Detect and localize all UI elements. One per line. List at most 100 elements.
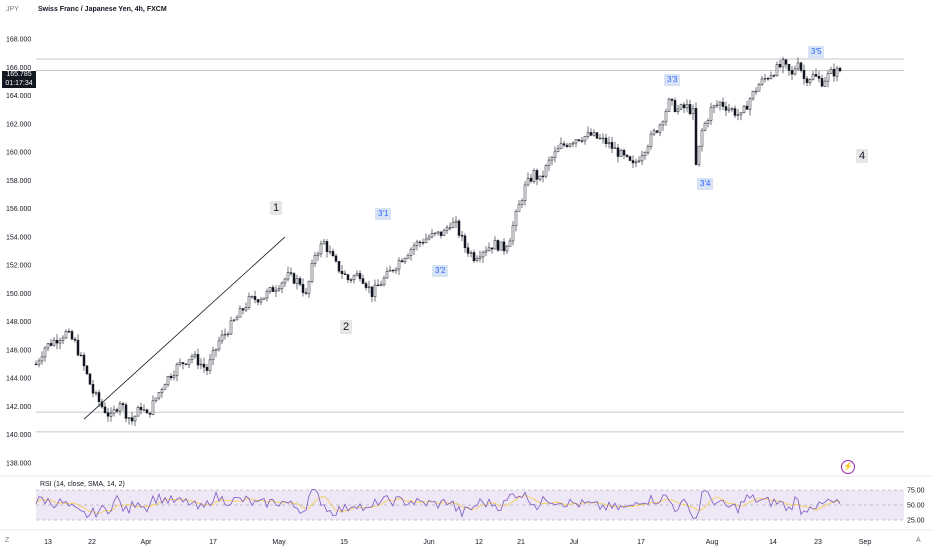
candle: [493, 240, 497, 250]
candle: [412, 245, 416, 250]
candle: [829, 69, 833, 74]
candle: [343, 273, 347, 275]
chart-title: Swiss Franc / Japanese Yen, 4h, FXCM: [38, 6, 167, 13]
candle: [40, 356, 44, 362]
candle: [283, 278, 287, 284]
candle: [820, 78, 824, 87]
x-tick-label: 15: [340, 539, 348, 546]
candle: [103, 406, 107, 414]
candle: [88, 373, 92, 385]
x-tick-label: 23: [814, 539, 822, 546]
candle: [688, 104, 692, 115]
candle: [553, 151, 557, 158]
candle: [697, 145, 701, 165]
candle: [484, 250, 488, 253]
candle: [682, 104, 686, 109]
x-tick-label: 21: [517, 539, 525, 546]
candle: [208, 359, 212, 371]
candle: [826, 73, 830, 82]
candle: [559, 143, 563, 149]
candle: [838, 67, 842, 72]
candle: [433, 232, 437, 235]
rsi-ma-line: [35, 494, 841, 514]
candle: [376, 284, 380, 287]
candle: [259, 299, 263, 303]
candle: [142, 409, 146, 411]
y-tick-label: 158.000: [6, 178, 31, 185]
candle: [592, 132, 596, 136]
candle: [817, 76, 821, 79]
candle: [511, 225, 515, 242]
candle: [49, 343, 53, 346]
candle: [793, 68, 797, 75]
candle: [73, 338, 77, 341]
candle: [394, 268, 398, 272]
candle: [460, 235, 464, 237]
candle: [622, 149, 626, 156]
candle: [37, 360, 41, 365]
candle: [286, 272, 290, 280]
candle: [274, 289, 278, 292]
candle: [91, 384, 95, 394]
candle: [589, 132, 593, 136]
candle: [619, 149, 623, 157]
candle: [604, 137, 608, 144]
candle: [322, 241, 326, 245]
lightning-icon[interactable]: ⚡: [841, 460, 855, 474]
rsi-level-label: 25.00: [907, 518, 925, 525]
candle: [328, 251, 332, 253]
candle: [229, 320, 233, 335]
candle: [568, 143, 572, 147]
candle: [94, 392, 98, 394]
candle: [157, 392, 161, 399]
y-tick-label: 160.000: [6, 150, 31, 157]
sub-wave-label-3-4: 3'4: [697, 178, 714, 190]
candle: [709, 107, 713, 121]
candle: [241, 308, 245, 311]
candle: [364, 283, 368, 288]
candle: [700, 129, 704, 147]
candle: [109, 412, 113, 417]
candle: [235, 316, 239, 321]
candle: [526, 177, 530, 186]
candle: [823, 80, 827, 87]
candle: [496, 240, 500, 251]
candle: [466, 247, 470, 254]
candle: [100, 401, 104, 408]
candle: [415, 241, 419, 247]
candle: [214, 348, 218, 351]
timezone-toggle[interactable]: Z: [5, 537, 10, 544]
auto-scale-toggle[interactable]: A: [916, 537, 921, 544]
candle: [64, 331, 68, 339]
candle: [739, 112, 743, 116]
trend-line[interactable]: [83, 236, 286, 420]
candle: [790, 70, 794, 75]
candle: [451, 221, 455, 228]
candle: [406, 255, 410, 259]
candle: [136, 406, 140, 417]
symbol-label: JPY: [6, 6, 19, 13]
candle: [664, 110, 668, 123]
candle: [112, 409, 116, 414]
candle: [256, 299, 260, 303]
rsi-line: [35, 488, 841, 519]
sub-wave-label-3-3: 3'3: [664, 74, 681, 86]
y-tick-label: 152.000: [6, 263, 31, 270]
candle: [562, 143, 566, 146]
candle: [787, 64, 791, 71]
candle: [712, 105, 716, 109]
candle: [334, 255, 338, 262]
candle: [505, 246, 509, 252]
candle: [778, 64, 782, 68]
candle: [601, 137, 605, 140]
candle: [70, 331, 74, 340]
candle: [220, 334, 224, 342]
x-tick-label: 17: [637, 539, 645, 546]
candle: [751, 91, 755, 100]
candle: [61, 337, 65, 341]
candle: [391, 269, 395, 272]
rsi-indicator-label[interactable]: RSI (14, close, SMA, 14, 2): [40, 481, 125, 488]
candle: [760, 78, 764, 85]
candle: [655, 130, 659, 133]
